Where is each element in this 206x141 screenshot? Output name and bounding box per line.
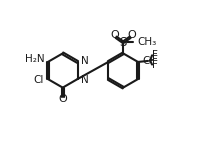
Text: F: F bbox=[152, 60, 158, 70]
Text: F: F bbox=[152, 50, 158, 60]
Text: CH₃: CH₃ bbox=[138, 37, 157, 47]
Text: F: F bbox=[152, 55, 158, 65]
Text: S: S bbox=[119, 36, 127, 49]
Text: O: O bbox=[128, 30, 136, 40]
Text: N: N bbox=[81, 75, 88, 85]
Text: N: N bbox=[81, 56, 88, 66]
Text: C: C bbox=[143, 56, 150, 66]
Text: H₂N: H₂N bbox=[25, 54, 45, 64]
Text: O: O bbox=[58, 94, 67, 104]
Text: O: O bbox=[110, 30, 119, 40]
Text: Cl: Cl bbox=[33, 75, 43, 85]
